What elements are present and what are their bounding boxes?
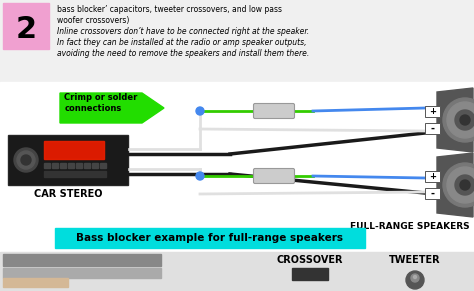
- Circle shape: [196, 107, 204, 115]
- Bar: [84, 163, 90, 168]
- FancyBboxPatch shape: [254, 104, 294, 118]
- Text: Crimp or solder
connections: Crimp or solder connections: [64, 93, 137, 113]
- Bar: [44, 171, 106, 177]
- Circle shape: [196, 172, 204, 180]
- Text: CAR STEREO: CAR STEREO: [34, 189, 102, 199]
- Bar: [3, 254, 161, 266]
- Text: woofer crossovers): woofer crossovers): [57, 16, 129, 25]
- Text: bass blocker’ capacitors, tweeter crossovers, and low pass: bass blocker’ capacitors, tweeter crosso…: [57, 5, 282, 14]
- Bar: [55, 228, 365, 248]
- Bar: [425, 106, 440, 117]
- Bar: [44, 163, 50, 168]
- Bar: [68, 163, 74, 168]
- Circle shape: [406, 271, 424, 289]
- Bar: [9, 136, 127, 184]
- Circle shape: [411, 274, 419, 282]
- Bar: [3, 278, 68, 287]
- Polygon shape: [437, 153, 473, 217]
- Bar: [425, 171, 440, 182]
- Text: avoiding the need to remove the speakers and install them there.: avoiding the need to remove the speakers…: [57, 49, 309, 58]
- Bar: [3, 268, 161, 278]
- Text: Inline crossovers don’t have to be connected right at the speaker.: Inline crossovers don’t have to be conne…: [57, 27, 309, 36]
- Bar: [3, 3, 49, 49]
- Bar: [0, 252, 474, 291]
- Text: TWEETER: TWEETER: [389, 255, 441, 265]
- Circle shape: [460, 180, 470, 190]
- Text: -: -: [430, 189, 435, 198]
- Polygon shape: [60, 93, 164, 123]
- Text: In fact they can be installed at the radio or amp speaker outputs,: In fact they can be installed at the rad…: [57, 38, 307, 47]
- Text: Bass blocker example for full-range speakers: Bass blocker example for full-range spea…: [76, 233, 344, 243]
- Text: 2: 2: [16, 15, 36, 43]
- Circle shape: [447, 102, 474, 138]
- Bar: [0, 82, 474, 227]
- Bar: [292, 268, 328, 280]
- Polygon shape: [437, 88, 473, 152]
- Text: +: +: [429, 107, 436, 116]
- Bar: [44, 141, 104, 159]
- Circle shape: [443, 98, 474, 142]
- Bar: [100, 163, 106, 168]
- Text: +: +: [429, 172, 436, 181]
- Bar: [425, 188, 440, 199]
- Bar: [8, 135, 128, 185]
- Circle shape: [443, 163, 474, 207]
- Circle shape: [14, 148, 38, 172]
- Bar: [92, 163, 98, 168]
- Text: -: -: [430, 123, 435, 134]
- Bar: [0, 0, 474, 82]
- Bar: [60, 163, 66, 168]
- Bar: [425, 123, 440, 134]
- Bar: [52, 163, 58, 168]
- Circle shape: [460, 115, 470, 125]
- Circle shape: [455, 110, 474, 130]
- Bar: [76, 163, 82, 168]
- Circle shape: [413, 276, 417, 278]
- Text: FULL-RANGE SPEAKERS: FULL-RANGE SPEAKERS: [350, 222, 470, 231]
- Text: CROSSOVER: CROSSOVER: [277, 255, 343, 265]
- Circle shape: [455, 175, 474, 195]
- Circle shape: [447, 167, 474, 203]
- Bar: [44, 141, 104, 159]
- Circle shape: [17, 151, 35, 169]
- Circle shape: [21, 155, 31, 165]
- FancyBboxPatch shape: [254, 168, 294, 184]
